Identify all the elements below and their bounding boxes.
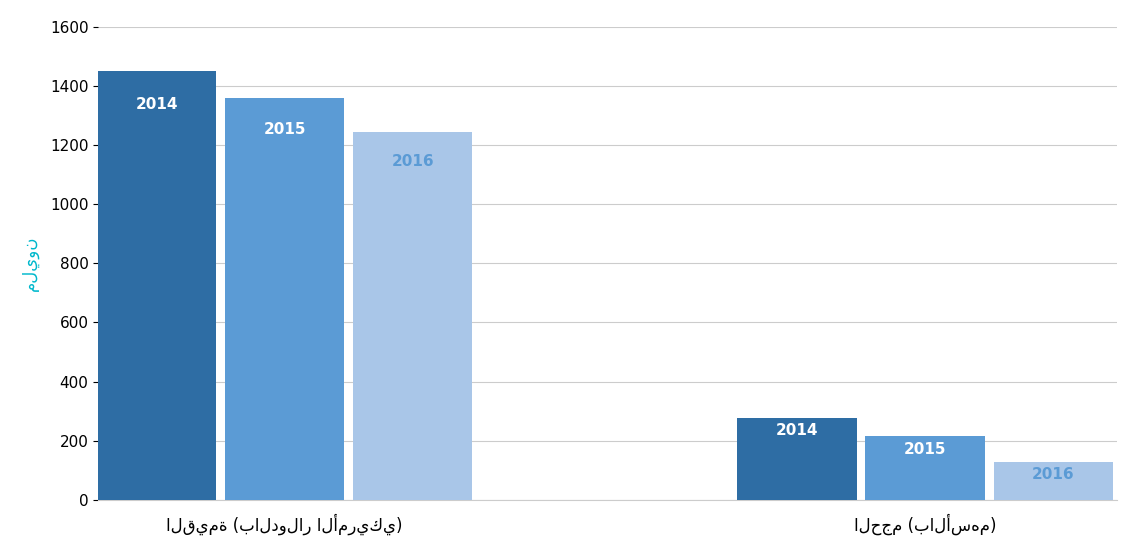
Bar <box>737 418 857 500</box>
Y-axis label: مليون: مليون <box>20 236 39 291</box>
Text: 2014: 2014 <box>135 97 178 112</box>
Text: 2015: 2015 <box>263 122 306 137</box>
Bar <box>993 462 1113 500</box>
Text: 2016: 2016 <box>1032 467 1074 482</box>
Bar <box>353 132 472 500</box>
Text: 2014: 2014 <box>776 423 818 438</box>
Text: 2015: 2015 <box>904 441 947 456</box>
Bar <box>866 436 984 500</box>
Bar <box>225 98 344 500</box>
Bar <box>97 71 216 500</box>
Text: 2016: 2016 <box>391 154 434 169</box>
